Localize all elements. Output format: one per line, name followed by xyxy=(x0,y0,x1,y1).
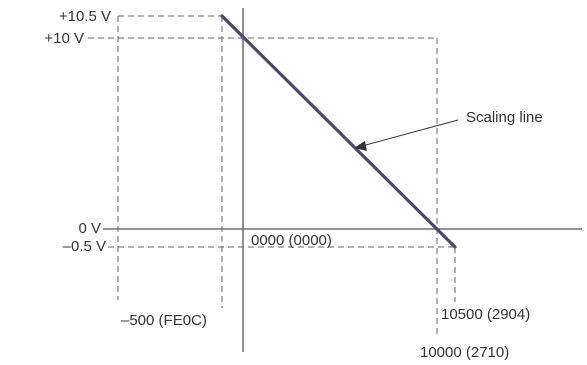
x-label-origin: 0000 (0000) xyxy=(251,232,332,249)
x-label-10500: 10500 (2904) xyxy=(441,306,531,323)
scaling-line-annotation: Scaling line xyxy=(466,109,543,126)
y-label-zero: 0 V xyxy=(78,220,101,237)
annotation-arrowhead xyxy=(354,141,367,151)
y-label-plus-10: +10 V xyxy=(44,30,84,47)
y-label-minus-0-5: –0.5 V xyxy=(62,238,106,255)
scaling-line xyxy=(220,14,457,249)
annotation-leader xyxy=(361,119,459,147)
x-label-10000: 10000 (2710) xyxy=(420,344,510,361)
y-label-plus-10-5: +10.5 V xyxy=(58,8,111,25)
x-label-minus-500: –500 (FE0C) xyxy=(121,312,207,329)
